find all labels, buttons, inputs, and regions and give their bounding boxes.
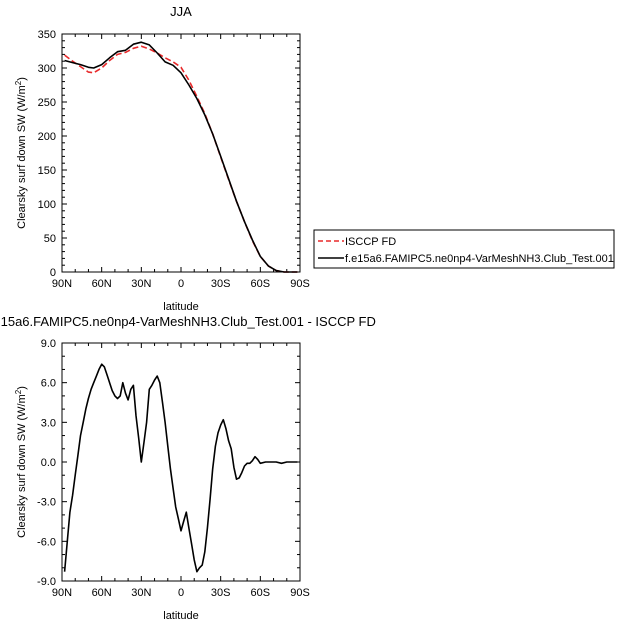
- legend-box: [313, 229, 615, 269]
- bottom-y-axis-label: Clearsky surf down SW (W/m2): [14, 386, 29, 538]
- top-y-axis-label: Clearsky surf down SW (W/m2): [14, 77, 29, 229]
- bottom-x-tick-label: 90S: [290, 587, 310, 599]
- top-y-axis-label-end: ): [16, 77, 28, 81]
- bottom-y-axis-label-main: Clearsky surf down SW (W/m: [16, 394, 28, 538]
- legend: ISCCP FD f.e15a6.FAMIPC5.ne0np4-VarMeshN…: [313, 229, 615, 269]
- top-x-tick-label: 30S: [211, 278, 231, 290]
- bottom-y-tick-label: 0.0: [41, 457, 56, 469]
- bottom-x-ticks: 90N 60N 30N 0 30S 60S 90S: [52, 343, 310, 599]
- bottom-y-axis-label-end: ): [16, 386, 28, 390]
- top-series-line-1: [64, 41, 298, 273]
- top-chart-title: JJA: [170, 4, 192, 19]
- bottom-x-tick-label: 60S: [251, 587, 271, 599]
- top-series-line-0: [64, 45, 298, 273]
- bottom-x-tick-label: 60N: [92, 587, 112, 599]
- bottom-y-axis-label-sup: 2: [14, 389, 23, 394]
- top-x-tick-label: 0: [178, 278, 184, 290]
- bottom-x-tick-label: 30N: [131, 587, 151, 599]
- top-y-ticks: 0 50 100 150 200 250 300 350: [38, 29, 300, 279]
- top-panel: JJA 90N 60N 30N 0 30S 60S 90S 0 50 100 150 200 250 3…: [14, 4, 310, 313]
- bottom-x-axis-label: latitude: [163, 610, 198, 622]
- top-y-tick-label: 150: [38, 165, 56, 177]
- legend-label-model: f.e15a6.FAMIPC5.ne0np4-VarMeshNH3.Club_T…: [345, 253, 614, 265]
- top-x-tick-label: 90N: [52, 278, 72, 290]
- top-x-tick-label: 30N: [131, 278, 151, 290]
- top-y-tick-label: 0: [50, 267, 56, 279]
- top-x-ticks: 90N 60N 30N 0 30S 60S 90S: [52, 34, 310, 290]
- top-x-axis-label: latitude: [163, 301, 198, 313]
- top-x-tick-label: 60S: [251, 278, 271, 290]
- top-y-tick-label: 250: [38, 97, 56, 109]
- bottom-panel: f.e15a6.FAMIPC5.ne0np4-VarMeshNH3.Club_T…: [0, 314, 376, 622]
- top-x-tick-label: 60N: [92, 278, 112, 290]
- top-y-tick-label: 350: [38, 29, 56, 41]
- bottom-y-tick-label: 9.0: [41, 338, 56, 350]
- top-y-axis-label-sup: 2: [14, 80, 23, 85]
- top-y-axis-label-main: Clearsky surf down SW (W/m: [16, 85, 28, 229]
- bottom-y-tick-label: 6.0: [41, 378, 56, 390]
- bottom-y-tick-label: 3.0: [41, 417, 56, 429]
- top-y-tick-label: 50: [44, 233, 56, 245]
- bottom-y-tick-label: -6.0: [37, 536, 56, 548]
- bottom-chart-title: f.e15a6.FAMIPC5.ne0np4-VarMeshNH3.Club_T…: [0, 314, 376, 329]
- bottom-y-tick-label: -3.0: [37, 497, 56, 509]
- top-series-lines: [64, 41, 298, 273]
- bottom-x-tick-label: 30S: [211, 587, 231, 599]
- top-y-tick-label: 100: [38, 199, 56, 211]
- bottom-series-lines: [63, 363, 298, 573]
- top-y-tick-label: 200: [38, 131, 56, 143]
- bottom-y-ticks: -9.0 -6.0 -3.0 0.0 3.0 6.0 9.0: [37, 338, 300, 588]
- legend-label-isccp: ISCCP FD: [345, 236, 396, 248]
- bottom-y-tick-label: -9.0: [37, 576, 56, 588]
- top-x-tick-label: 90S: [290, 278, 310, 290]
- bottom-x-tick-label: 90N: [52, 587, 72, 599]
- bottom-series-line-0: [63, 363, 298, 573]
- bottom-x-tick-label: 0: [178, 587, 184, 599]
- top-y-tick-label: 300: [38, 63, 56, 75]
